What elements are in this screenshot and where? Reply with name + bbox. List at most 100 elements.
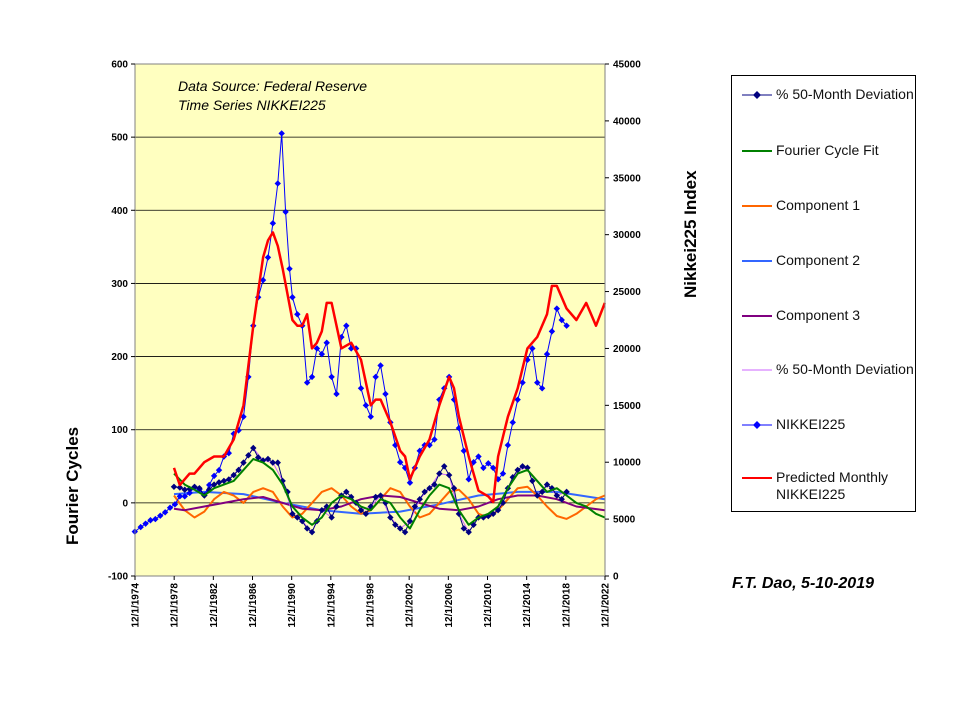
- legend-swatch: [742, 150, 772, 152]
- data-point: [406, 517, 414, 525]
- data-point: [494, 506, 502, 514]
- series-line: [172, 231, 606, 504]
- x-tick-label: 12/1/1998: [366, 583, 377, 628]
- plot-area: [135, 64, 605, 576]
- data-point: [538, 488, 546, 496]
- data-point: [176, 484, 184, 491]
- data-point: [357, 506, 365, 514]
- left-tick-label: 0: [122, 498, 128, 509]
- left-tick-label: 300: [111, 279, 128, 290]
- data-point: [318, 506, 326, 514]
- data-point: [343, 488, 350, 496]
- data-point: [534, 492, 541, 499]
- data-point: [323, 339, 330, 346]
- data-point: [264, 455, 272, 463]
- data-point: [328, 373, 335, 381]
- series-line: [173, 490, 605, 515]
- data-point: [382, 390, 389, 398]
- data-point: [387, 514, 394, 521]
- left-tick-label: 600: [111, 60, 128, 71]
- data-point: [460, 447, 468, 455]
- data-point: [475, 453, 482, 460]
- x-tick-label: 12/1/2006: [444, 583, 455, 628]
- data-point: [269, 220, 277, 227]
- legend-label: % 50-Month Deviation: [776, 361, 914, 377]
- data-point: [377, 362, 384, 369]
- data-point: [431, 481, 438, 488]
- x-axis-ticks: 12/1/1974 12/1/1978 12/1/1982 12/1/1986 12/1…: [131, 576, 612, 628]
- left-tick-label: -100: [108, 572, 128, 583]
- legend-swatch: [742, 260, 772, 262]
- data-point: [553, 305, 561, 312]
- data-point: [299, 517, 306, 525]
- x-tick-label: 12/1/2002: [405, 583, 416, 628]
- data-point: [230, 471, 237, 479]
- data-point: [519, 463, 526, 470]
- legend: % 50-Month Deviation Fourier Cycle Fit Com…: [731, 75, 916, 512]
- data-point: [436, 470, 443, 477]
- legend-swatch-marker: [753, 91, 761, 99]
- right-tick-label: 0: [613, 572, 619, 583]
- legend-swatch-marker: [753, 421, 761, 429]
- right-tick-label: 15000: [613, 401, 641, 412]
- data-point: [343, 322, 350, 329]
- data-point: [274, 459, 281, 466]
- data-point: [152, 515, 159, 523]
- data-point: [485, 460, 492, 467]
- x-tick-label: 12/1/1986: [248, 583, 259, 628]
- data-point: [289, 510, 296, 518]
- data-point: [210, 481, 218, 488]
- data-point: [563, 322, 570, 329]
- data-point: [240, 459, 247, 466]
- data-point: [286, 265, 293, 272]
- x-tick-label: 12/1/1982: [209, 583, 220, 628]
- legend-swatch: [742, 315, 772, 317]
- data-point: [441, 463, 448, 470]
- data-point: [161, 509, 169, 516]
- data-point: [220, 477, 228, 485]
- data-point: [282, 208, 289, 216]
- right-tick-label: 40000: [613, 116, 641, 127]
- series-line: [173, 458, 606, 530]
- left-tick-label: 500: [111, 133, 128, 144]
- data-point: [147, 517, 154, 524]
- data-point: [235, 466, 242, 474]
- data-point: [357, 385, 365, 392]
- left-tick-label: 200: [111, 352, 128, 363]
- data-point: [465, 476, 472, 483]
- legend-swatch: [742, 205, 772, 207]
- right-tick-label: 45000: [613, 60, 641, 71]
- data-point: [303, 379, 311, 386]
- data-point: [543, 481, 551, 488]
- legend-swatch: [742, 91, 772, 99]
- data-point: [171, 501, 179, 508]
- data-point: [558, 316, 565, 324]
- right-tick-label: 25000: [613, 287, 641, 298]
- data-point: [465, 528, 472, 536]
- data-point: [245, 452, 252, 459]
- data-point: [215, 479, 223, 486]
- data-point: [303, 525, 311, 532]
- legend-label: NIKKEI225: [776, 416, 846, 432]
- right-tick-label: 30000: [613, 230, 641, 241]
- legend-label: Fourier Cycle Fit: [776, 142, 879, 158]
- data-point: [259, 276, 267, 284]
- data-point: [416, 496, 423, 503]
- data-point: [372, 373, 379, 381]
- x-tick-label: 12/1/1994: [326, 583, 337, 628]
- data-point: [313, 345, 321, 352]
- data-point: [543, 350, 551, 358]
- data-point: [499, 470, 507, 477]
- data-point: [362, 510, 370, 518]
- data-point: [362, 402, 370, 409]
- data-point: [333, 503, 340, 510]
- data-point: [489, 464, 497, 472]
- data-point: [401, 528, 409, 536]
- data-point: [142, 520, 149, 527]
- author-signature: F.T. Dao, 5-10-2019: [732, 575, 874, 592]
- data-point: [514, 396, 521, 403]
- data-point: [460, 525, 468, 532]
- x-tick-label: 12/1/1974: [131, 583, 142, 628]
- data-point: [421, 488, 428, 496]
- data-point: [254, 454, 262, 461]
